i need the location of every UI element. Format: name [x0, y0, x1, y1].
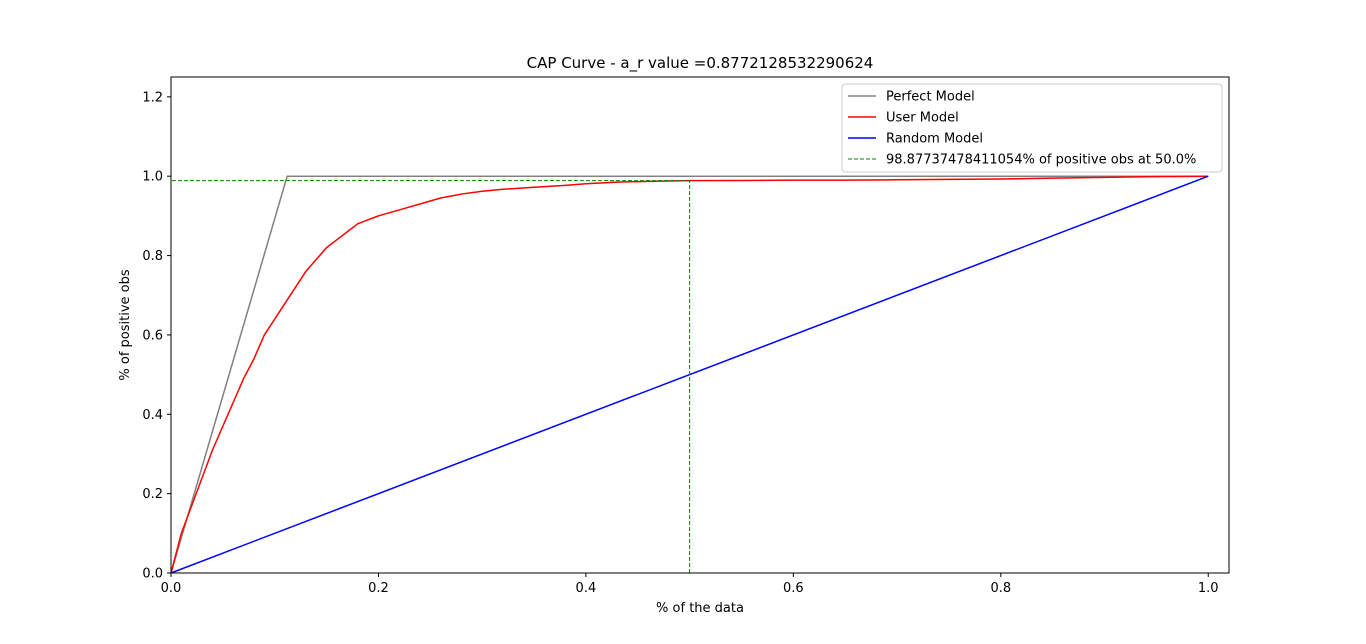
legend-label: 98.87737478411054% of positive obs at 50… [886, 153, 1196, 168]
y-tick-label: 0.8 [142, 249, 163, 264]
x-tick-label: 0.4 [576, 581, 597, 596]
y-axis: 0.0 0.2 0.4 0.6 0.8 1.0 1.2 [142, 90, 171, 582]
y-tick-label: 1.0 [142, 170, 163, 185]
legend-label: Random Model [886, 132, 983, 147]
x-tick-label: 0.0 [161, 581, 182, 596]
x-tick-label: 1.0 [1198, 581, 1219, 596]
x-tick-label: 0.2 [368, 581, 389, 596]
x-tick-label: 0.8 [990, 581, 1011, 596]
x-axis: 0.0 0.2 0.4 0.6 0.8 1.0 [161, 573, 1219, 596]
series-line-3-98-87737478411054-of-pos [171, 180, 691, 573]
y-axis-label: % of positive obs [118, 269, 133, 380]
legend: Perfect Model User Model Random Model 98.87… [841, 83, 1223, 173]
y-tick-label: 0.6 [142, 328, 163, 343]
y-tick-label: 0.0 [142, 567, 163, 582]
series-line-0-perfect-model [170, 175, 1209, 574]
legend-label: Perfect Model [886, 90, 975, 105]
chart-title: CAP Curve - a_r value =0.877212853229062… [527, 54, 874, 73]
y-tick-label: 0.2 [142, 487, 163, 502]
y-tick-label: 1.2 [142, 90, 163, 105]
plot-area [170, 175, 1209, 574]
x-axis-label: % of the data [656, 601, 744, 616]
legend-box [841, 83, 1223, 173]
x-tick-label: 0.6 [783, 581, 804, 596]
y-tick-label: 0.4 [142, 408, 163, 423]
legend-label: User Model [886, 111, 959, 126]
axes-frame [170, 76, 1230, 574]
series-line-1-user-model [170, 175, 1209, 574]
